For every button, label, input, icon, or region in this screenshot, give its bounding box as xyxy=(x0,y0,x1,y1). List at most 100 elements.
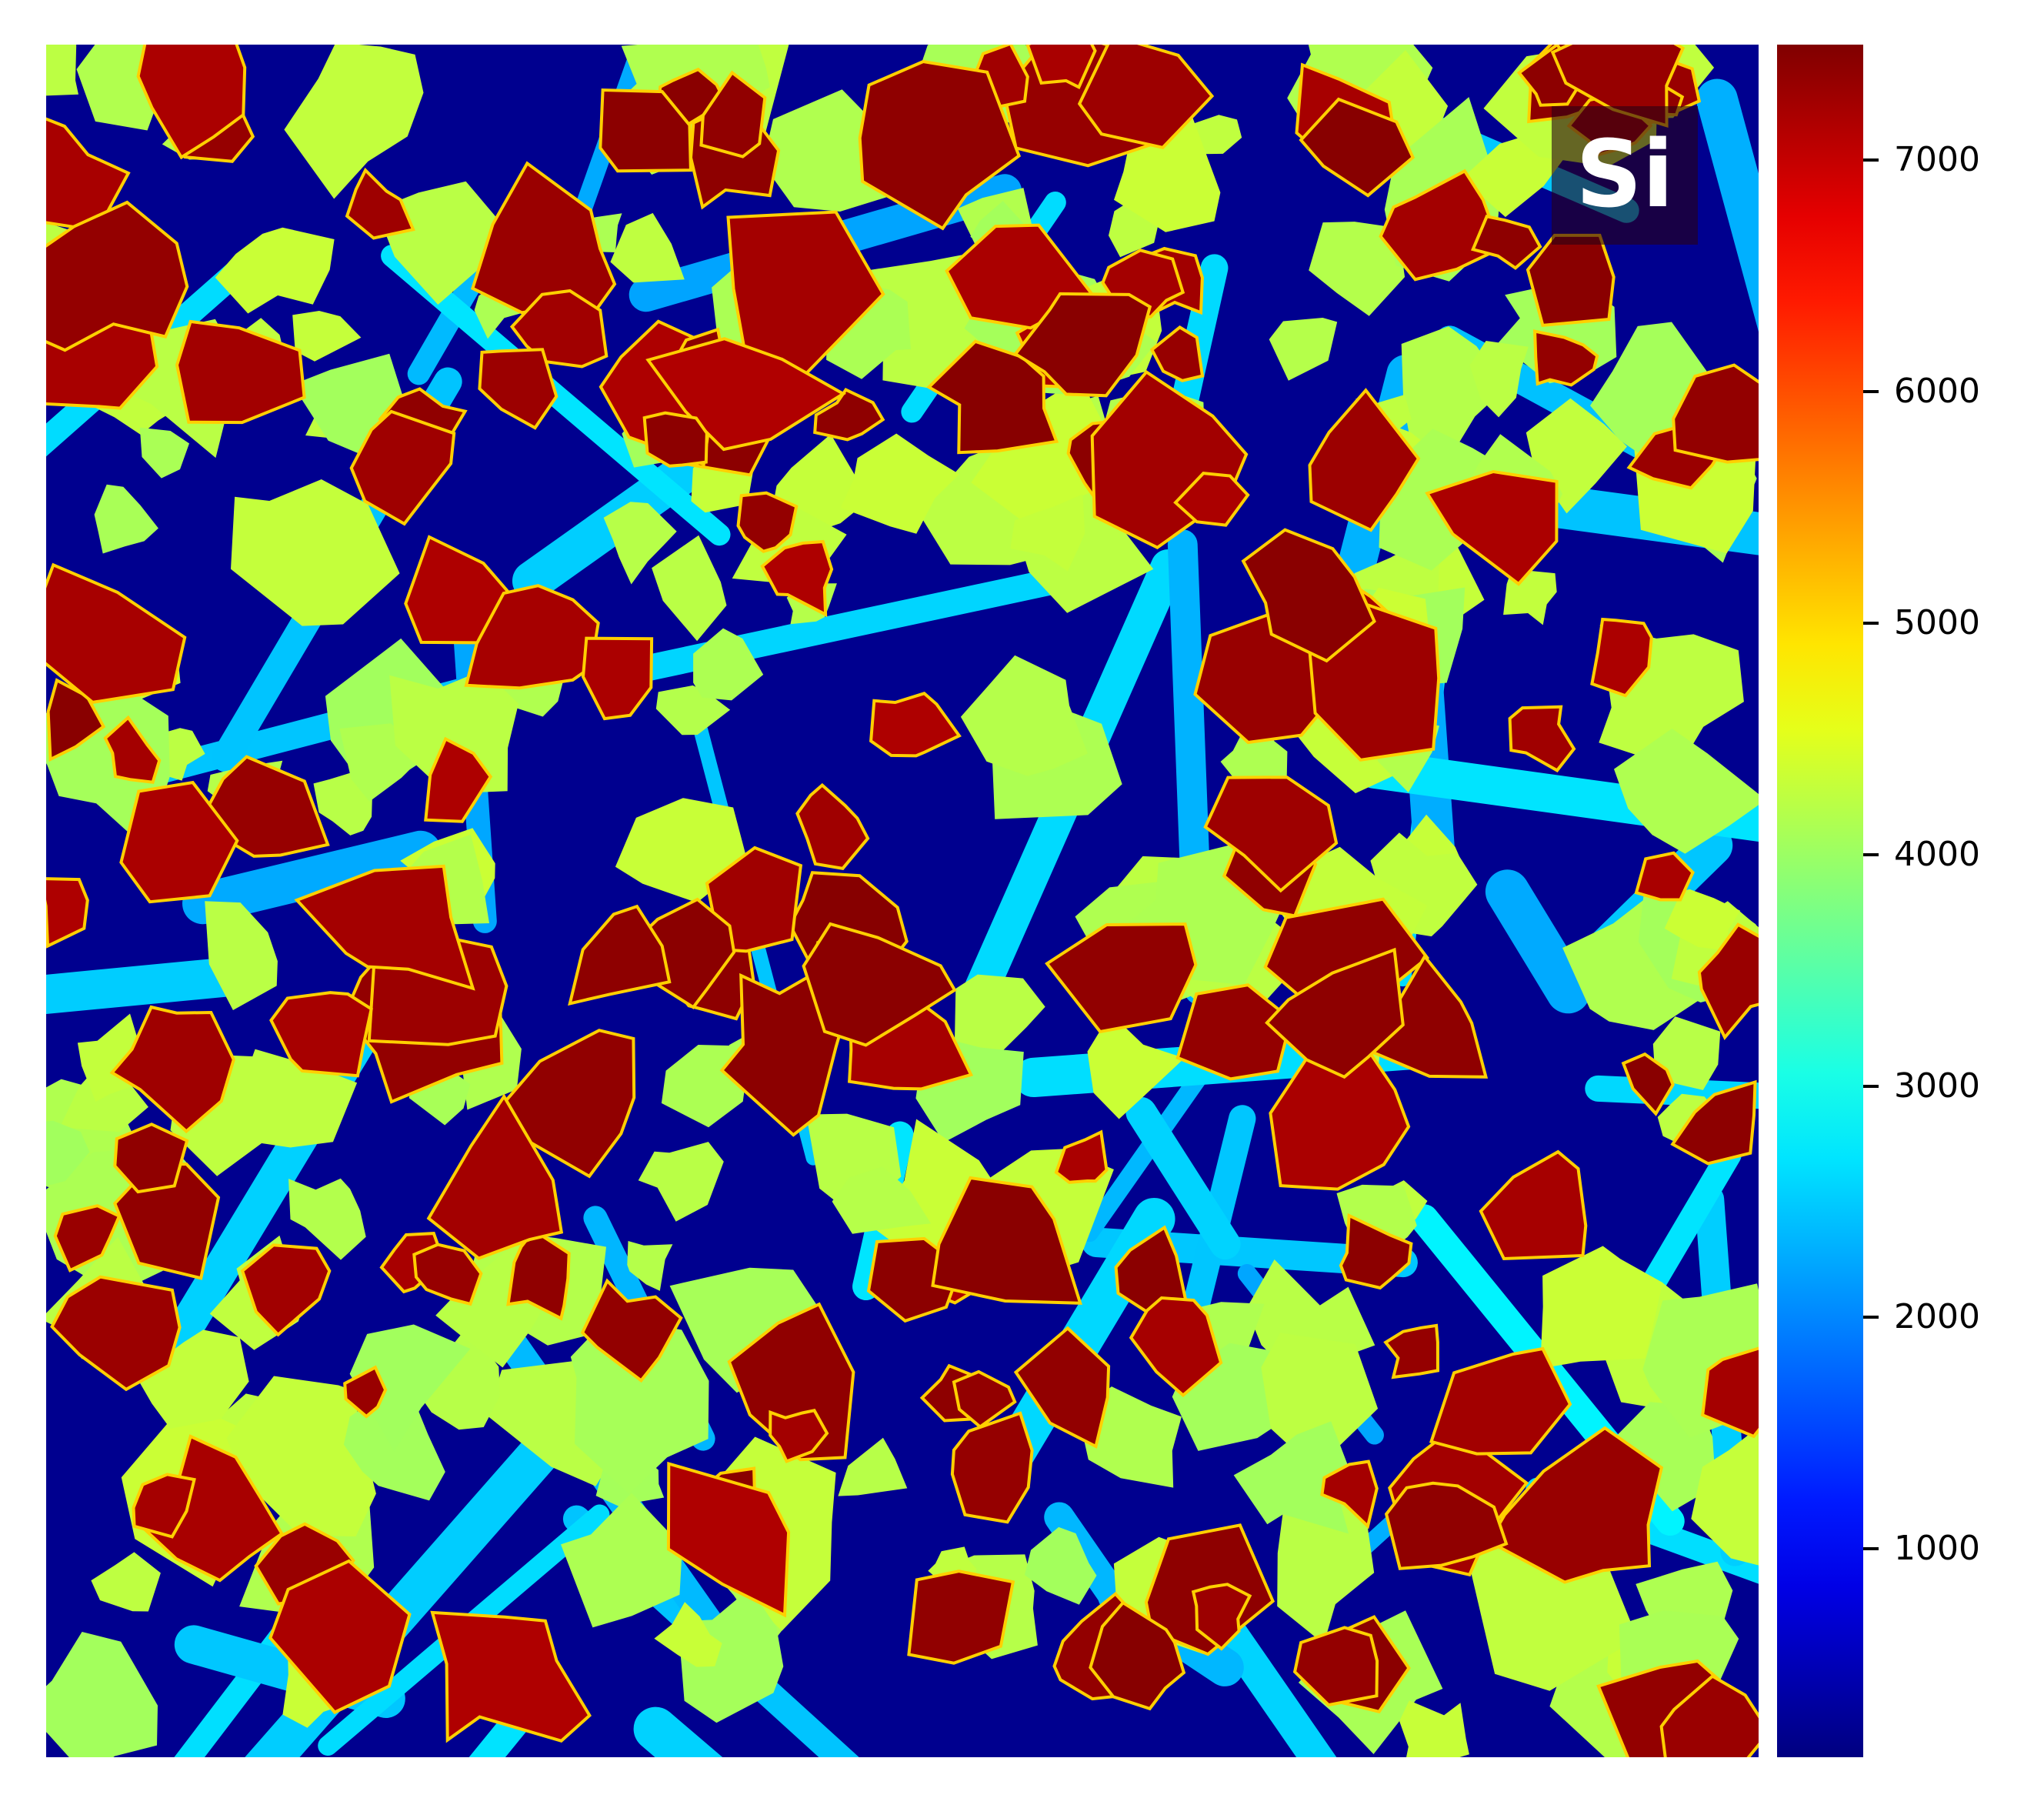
mid-grain xyxy=(960,655,1088,776)
vein xyxy=(1355,749,1759,842)
mid-grain xyxy=(1233,1421,1352,1534)
high-grain xyxy=(580,1278,683,1383)
mid-grain xyxy=(1261,1333,1379,1469)
high-grain xyxy=(46,678,106,762)
high-grain xyxy=(1013,1326,1111,1449)
mid-grain xyxy=(389,669,519,794)
heatmap-image xyxy=(46,45,1759,1757)
high-grain xyxy=(666,1461,791,1618)
high-grain xyxy=(1265,947,1405,1079)
tick-label: 3000 xyxy=(1894,1066,1980,1106)
tick-label: 5000 xyxy=(1894,603,1980,643)
high-grain xyxy=(1129,1296,1223,1398)
mid-grain xyxy=(136,1329,249,1429)
tick-mark xyxy=(1863,622,1879,625)
high-grain xyxy=(727,1302,855,1462)
high-grain xyxy=(175,319,306,425)
tick-mark xyxy=(1863,390,1879,394)
colorbar xyxy=(1777,45,1863,1757)
mid-grain xyxy=(638,1142,724,1222)
high-grain xyxy=(699,70,767,158)
mid-grain xyxy=(1691,1426,1759,1566)
high-grain xyxy=(858,59,1022,231)
high-grain xyxy=(931,1176,1082,1305)
high-grain xyxy=(1479,1149,1588,1261)
mid-grain xyxy=(94,484,158,554)
mid-grain xyxy=(91,1552,161,1612)
tick-mark xyxy=(1863,1084,1879,1088)
high-grain xyxy=(1621,1052,1675,1116)
tick-mark xyxy=(1863,852,1879,856)
high-grain xyxy=(1425,469,1559,586)
high-grain xyxy=(568,904,672,1006)
high-grain xyxy=(50,1275,182,1392)
high-grain xyxy=(1299,97,1415,198)
high-grain xyxy=(1429,1346,1572,1456)
mid-grain xyxy=(349,1324,471,1452)
mid-grain xyxy=(627,1241,673,1291)
mid-grain xyxy=(603,502,677,585)
mid-grain xyxy=(610,212,685,283)
high-grain xyxy=(430,1610,592,1743)
high-grain xyxy=(1013,292,1152,398)
mid-grain xyxy=(215,227,335,314)
mid-grain xyxy=(954,974,1045,1062)
element-badge: Si xyxy=(1552,106,1698,245)
high-grain xyxy=(1508,705,1576,772)
high-grain xyxy=(1383,1323,1440,1379)
mid-grain xyxy=(838,1437,908,1496)
high-grain xyxy=(581,636,654,721)
mid-grain xyxy=(1652,1016,1721,1090)
mid-grain xyxy=(654,1602,722,1667)
vein xyxy=(1125,1096,1241,1260)
high-grain xyxy=(132,1473,196,1539)
high-grain xyxy=(1533,329,1599,387)
mid-grain xyxy=(1010,494,1085,572)
high-grain xyxy=(1089,1600,1186,1711)
high-grain xyxy=(424,736,493,823)
mid-grain xyxy=(288,1178,366,1260)
high-grain xyxy=(349,409,456,526)
element-label: Si xyxy=(1576,122,1674,229)
tick-label: 4000 xyxy=(1894,834,1980,874)
mid-grain xyxy=(422,1329,500,1430)
high-grain xyxy=(269,991,373,1078)
high-grain xyxy=(268,1559,412,1715)
high-grain xyxy=(1045,922,1198,1034)
mid-grain xyxy=(1614,729,1759,854)
mid-grain xyxy=(139,427,189,479)
high-grain xyxy=(869,692,962,758)
high-grain xyxy=(1550,45,1686,128)
colorbar-ticks: 1000 2000 3000 4000 5000 6000 7000 xyxy=(1863,45,2040,1757)
high-grain xyxy=(950,1411,1034,1524)
high-grain xyxy=(119,780,239,904)
high-grain xyxy=(506,1228,571,1321)
high-grain xyxy=(412,1243,483,1306)
mid-grain xyxy=(1464,1542,1638,1691)
vein xyxy=(182,830,442,925)
high-grain xyxy=(1697,922,1759,1041)
high-grain xyxy=(1672,363,1759,464)
mid-grain xyxy=(561,1493,682,1628)
vein xyxy=(468,1664,565,1757)
high-grain xyxy=(240,1243,332,1337)
high-grain xyxy=(802,922,957,1047)
high-grain xyxy=(500,1029,636,1179)
high-grain xyxy=(46,200,189,352)
high-grain xyxy=(509,289,609,369)
mid-grain xyxy=(1309,222,1405,316)
high-grain xyxy=(294,864,475,991)
mid-grain xyxy=(231,479,400,626)
mid-grain xyxy=(1220,715,1288,792)
high-grain xyxy=(926,339,1059,455)
high-grain xyxy=(1590,617,1653,698)
mid-grain xyxy=(226,1376,376,1537)
high-grain xyxy=(1384,1481,1509,1570)
vein xyxy=(46,955,269,1015)
vein xyxy=(1485,869,1591,1014)
high-grain xyxy=(1292,1626,1379,1707)
high-grain xyxy=(769,1409,829,1463)
high-grain xyxy=(46,117,131,232)
high-grain xyxy=(113,1122,189,1194)
high-grain xyxy=(1308,388,1421,532)
